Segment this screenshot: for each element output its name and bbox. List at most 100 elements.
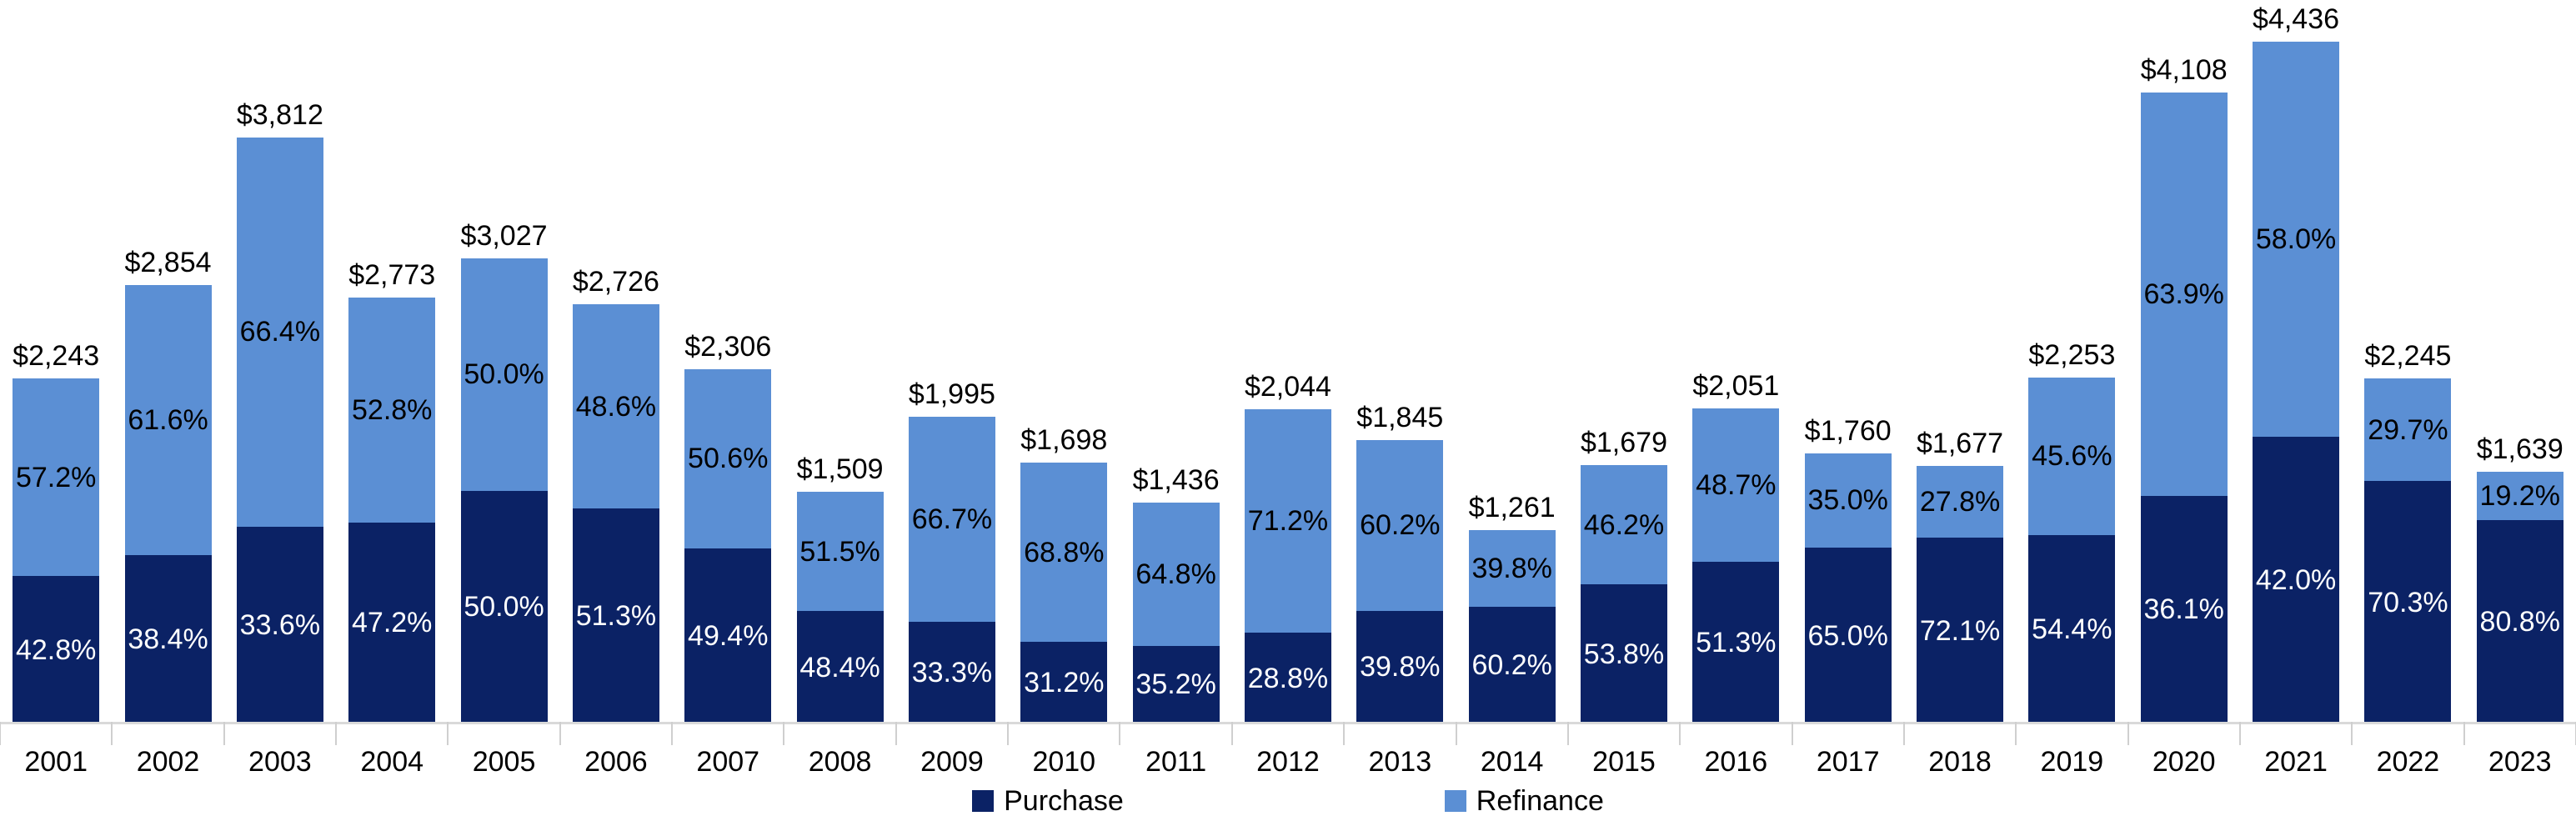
- purchase-segment: 39.8%: [1356, 610, 1444, 723]
- bar-group-2014: $1,261 39.8% 60.2%: [1456, 0, 1567, 723]
- purchase-segment: 36.1%: [2140, 495, 2228, 723]
- refinance-segment: 51.5%: [796, 491, 884, 612]
- year-label-2014: 2014: [1480, 746, 1544, 778]
- purchase-segment: 47.2%: [348, 522, 436, 723]
- purchase-segment: 49.4%: [684, 548, 772, 723]
- bar-group-2016: $2,051 48.7% 51.3%: [1680, 0, 1792, 723]
- refinance-segment: 66.4%: [236, 138, 323, 527]
- bar-stack: $1,677 27.8% 72.1%: [1917, 429, 2004, 723]
- bar-stack: $2,245 29.7% 70.3%: [2364, 342, 2452, 723]
- axis-tick: [895, 722, 897, 745]
- axis-tick: [1455, 722, 1457, 745]
- purchase-segment: 38.4%: [124, 554, 212, 723]
- bar-stack: $1,995 66.7% 33.3%: [908, 380, 995, 723]
- legend-label-purchase: Purchase: [1004, 785, 1124, 817]
- plot-area: $2,243 57.2% 42.8% $2,854 61.6% 38.4% $3,812 66…: [0, 0, 2563, 724]
- bar-stack: $2,306 50.6% 49.4%: [684, 333, 772, 723]
- refinance-segment: 61.6%: [124, 284, 212, 555]
- axis-tick: [2463, 722, 2465, 745]
- purchase-segment: 48.4%: [796, 611, 884, 723]
- purchase-segment: 31.2%: [1020, 642, 1108, 723]
- bar-stack: $2,854 61.6% 38.4%: [124, 248, 212, 723]
- bar-stack: $1,698 68.8% 31.2%: [1020, 426, 1108, 723]
- year-label-2008: 2008: [808, 746, 872, 778]
- year-label-2001: 2001: [24, 746, 88, 778]
- bar-group-2005: $3,027 50.0% 50.0%: [448, 0, 559, 723]
- purchase-segment: 65.0%: [1804, 548, 1892, 723]
- axis-tick: [1230, 722, 1233, 745]
- bar-stack: $2,253 45.6% 54.4%: [2028, 341, 2116, 724]
- bar-group-2001: $2,243 57.2% 42.8%: [0, 0, 112, 723]
- bar-stack: $1,639 19.2% 80.8%: [2476, 435, 2563, 723]
- total-label: $4,108: [2140, 53, 2228, 86]
- axis-tick: [111, 722, 113, 745]
- bar-stack: $3,812 66.4% 33.6%: [236, 101, 323, 723]
- axis-tick: [1007, 722, 1010, 745]
- total-label: $1,679: [1580, 427, 1667, 459]
- bar-group-2007: $2,306 50.6% 49.4%: [672, 0, 784, 723]
- year-label-2010: 2010: [1032, 746, 1096, 778]
- bar-stack: $1,760 35.0% 65.0%: [1804, 417, 1892, 723]
- legend: Purchase Refinance: [0, 787, 2576, 815]
- legend-item-refinance: Refinance: [1444, 785, 1604, 817]
- total-label: $2,243: [13, 340, 100, 373]
- axis-tick: [1902, 722, 1905, 745]
- bar-stack: $2,773 52.8% 47.2%: [348, 261, 436, 723]
- refinance-segment: 19.2%: [2476, 471, 2563, 520]
- axis-tick: [2127, 722, 2129, 745]
- purchase-segment: 60.2%: [1468, 607, 1556, 723]
- purchase-segment: 70.3%: [2364, 481, 2452, 723]
- year-label-2007: 2007: [696, 746, 760, 778]
- purchase-segment: 28.8%: [1244, 633, 1331, 723]
- year-label-2018: 2018: [1928, 746, 1992, 778]
- total-label: $2,854: [124, 246, 212, 278]
- axis-tick: [559, 722, 561, 745]
- total-label: $3,812: [236, 99, 323, 132]
- purchase-segment: 51.3%: [572, 508, 659, 723]
- axis-tick: [1791, 722, 1793, 745]
- total-label: $1,760: [1804, 414, 1892, 447]
- purchase-segment: 42.0%: [2253, 437, 2340, 723]
- year-label-2021: 2021: [2264, 746, 2328, 778]
- total-label: $1,261: [1468, 491, 1556, 523]
- legend-item-purchase: Purchase: [972, 787, 1124, 815]
- refinance-swatch-icon: [1444, 790, 1466, 812]
- total-label: $1,639: [2476, 433, 2563, 465]
- purchase-swatch-icon: [972, 790, 995, 812]
- bar-stack: $1,261 39.8% 60.2%: [1468, 493, 1556, 723]
- bar-group-2021: $4,436 58.0% 42.0%: [2240, 0, 2352, 723]
- axis-tick: [2351, 722, 2353, 745]
- refinance-segment: 39.8%: [1468, 529, 1556, 607]
- bar-stack: $1,436 64.8% 35.2%: [1132, 466, 1220, 723]
- bar-group-2015: $1,679 46.2% 53.8%: [1568, 0, 1680, 723]
- refinance-segment: 71.2%: [1244, 409, 1331, 633]
- x-axis-line: [0, 722, 2576, 724]
- total-label: $1,509: [796, 453, 884, 485]
- total-label: $2,726: [572, 266, 659, 298]
- refinance-segment: 46.2%: [1580, 465, 1667, 585]
- year-label-2017: 2017: [1816, 746, 1880, 778]
- purchase-segment: 33.6%: [236, 526, 323, 723]
- year-label-2013: 2013: [1368, 746, 1432, 778]
- bar-stack: $4,436 58.0% 42.0%: [2253, 5, 2340, 723]
- bar-group-2011: $1,436 64.8% 35.2%: [1120, 0, 1231, 723]
- total-label: $3,027: [460, 219, 548, 252]
- refinance-segment: 48.6%: [572, 304, 659, 509]
- total-label: $2,051: [1692, 369, 1780, 402]
- axis-tick: [2238, 722, 2241, 745]
- legend-label-refinance: Refinance: [1476, 785, 1604, 817]
- year-label-2022: 2022: [2376, 746, 2440, 778]
- refinance-segment: 50.0%: [460, 258, 548, 491]
- bar-group-2017: $1,760 35.0% 65.0%: [1792, 0, 1904, 723]
- axis-tick: [1119, 722, 1121, 745]
- year-label-2004: 2004: [360, 746, 424, 778]
- axis-tick: [223, 722, 225, 745]
- bar-stack: $2,044 71.2% 28.8%: [1244, 373, 1331, 723]
- axis-tick: [0, 722, 1, 745]
- bar-group-2003: $3,812 66.4% 33.6%: [224, 0, 336, 723]
- year-label-2015: 2015: [1592, 746, 1656, 778]
- axis-tick: [671, 722, 674, 745]
- total-label: $2,306: [684, 330, 772, 363]
- bar-stack: $1,845 60.2% 39.8%: [1356, 403, 1444, 723]
